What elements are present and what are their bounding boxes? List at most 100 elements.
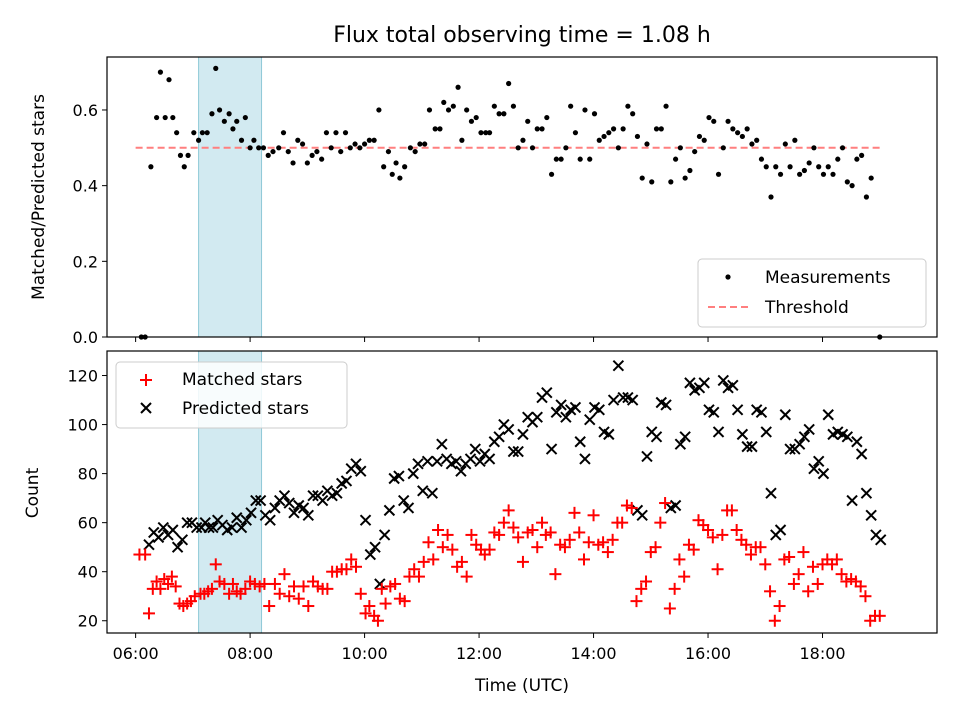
measurement-point — [295, 137, 301, 143]
matched-point — [350, 560, 362, 573]
count-panel: 20 40 60 80 100 120 06:00 08:00 10:00 12:00 14:00… — [23, 350, 938, 696]
measurement-point — [811, 145, 817, 151]
measurement-point — [366, 137, 372, 143]
matched-point — [417, 555, 430, 568]
predicted-point — [507, 445, 520, 458]
matched-point — [654, 516, 667, 529]
matched-point — [806, 560, 819, 573]
measurement-point — [265, 152, 271, 158]
predicted-point — [397, 494, 410, 507]
measurement-point — [260, 145, 267, 151]
measurement-point — [483, 130, 489, 136]
matched-point — [859, 590, 872, 603]
predicted-point — [207, 521, 219, 534]
predicted-point — [269, 502, 281, 514]
measurement-point — [663, 103, 669, 109]
measurement-point — [216, 107, 223, 113]
ratio-x-ticks — [135, 337, 824, 342]
predicted-point — [359, 514, 372, 526]
predicted-point — [517, 428, 529, 441]
predicted-point — [569, 401, 582, 414]
measurement-point — [854, 156, 860, 162]
matched-point — [302, 600, 315, 613]
x-tick-label: 12:00 — [456, 644, 502, 663]
measurement-point — [191, 130, 197, 136]
measurement-point — [234, 118, 240, 124]
measurement-point — [816, 164, 822, 170]
predicted-point — [779, 409, 792, 421]
predicted-point — [493, 431, 505, 443]
measurement-point — [162, 114, 168, 121]
measurement-point — [687, 167, 693, 174]
matched-point — [544, 526, 557, 539]
predicted-point — [469, 443, 481, 455]
matched-point — [354, 587, 367, 600]
measurement-point — [468, 118, 475, 124]
matched-point — [764, 585, 777, 598]
measurement-point — [247, 145, 253, 151]
measurement-point — [299, 141, 306, 147]
predicted-point — [431, 455, 443, 468]
predicted-point — [669, 499, 682, 512]
x-tick-label: 18:00 — [799, 644, 845, 663]
count-legend-box — [115, 361, 348, 429]
measurement-point — [290, 160, 296, 166]
matched-point — [142, 607, 155, 620]
matched-point — [558, 541, 571, 554]
predicted-point — [157, 521, 169, 534]
measurement-point — [333, 130, 339, 136]
measurement-point — [787, 164, 793, 170]
matched-point — [441, 528, 454, 541]
measurement-point — [715, 171, 722, 177]
predicted-point — [331, 487, 343, 499]
predicted-point — [374, 578, 386, 590]
predicted-point — [502, 423, 515, 436]
predicted-point — [851, 436, 863, 448]
predicted-point — [340, 475, 353, 487]
measurement-point — [863, 194, 870, 200]
predicted-point — [181, 516, 193, 529]
matched-point — [412, 570, 425, 583]
matched-point — [802, 585, 815, 598]
matched-point — [223, 587, 236, 600]
matched-point — [188, 590, 201, 603]
predicted-point — [708, 406, 720, 419]
count-y-axis: 20 40 60 80 100 120 — [67, 367, 107, 631]
matched-point — [702, 524, 715, 537]
predicted-point — [350, 458, 362, 470]
predicted-point — [560, 411, 572, 423]
predicted-point — [288, 507, 300, 519]
matched-point — [432, 524, 445, 537]
measurement-point — [849, 183, 855, 189]
measurement-point — [720, 145, 726, 151]
predicted-point — [660, 399, 672, 411]
matched-point — [516, 555, 529, 568]
measurement-point — [615, 145, 621, 151]
predicted-point — [407, 467, 419, 480]
predicted-point — [584, 413, 596, 426]
measurement-point — [758, 156, 765, 162]
predicted-point — [741, 440, 753, 453]
matched-point — [371, 614, 384, 627]
measurement-point — [371, 137, 377, 143]
matched-point — [359, 607, 372, 620]
matched-point — [283, 590, 296, 603]
matched-point — [483, 543, 496, 556]
measurement-point — [285, 148, 291, 155]
matched-point — [292, 592, 305, 605]
matched-point — [165, 570, 178, 583]
count-y-tick-label: 20 — [78, 612, 98, 631]
matched-point — [493, 528, 506, 541]
predicted-point — [421, 455, 434, 468]
matched-point — [427, 553, 440, 566]
measurement-point — [692, 148, 698, 155]
predicted-point — [555, 399, 567, 411]
measurement-point — [357, 145, 363, 151]
matched-point — [139, 548, 152, 561]
measurement-point — [397, 175, 403, 181]
matched-point — [687, 543, 700, 556]
predicted-point — [650, 431, 663, 443]
measurement-point — [601, 133, 607, 140]
predicted-point — [297, 502, 310, 514]
